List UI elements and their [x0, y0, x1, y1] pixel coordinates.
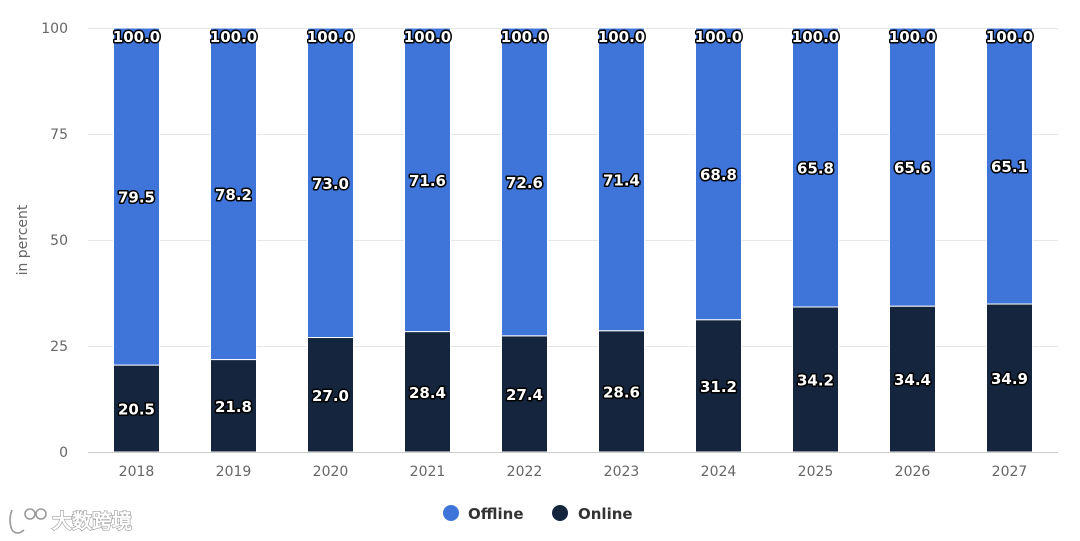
data-label-offline-2023: 71.4 — [603, 171, 640, 189]
y-tick-label-75: 75 — [50, 127, 68, 143]
data-label-online-2025: 34.2 — [797, 371, 834, 389]
legend-swatch-offline — [443, 505, 459, 521]
data-label-offline-2026: 65.6 — [894, 159, 931, 177]
data-label-total-2019: 100.0 — [210, 28, 257, 46]
x-tick-label-2019: 2019 — [216, 464, 252, 480]
data-label-offline-2027: 65.1 — [991, 158, 1028, 176]
bars — [113, 27, 1033, 453]
y-axis-ticks: 0 25 50 75 100 — [41, 21, 68, 461]
x-tick-label-2021: 2021 — [410, 464, 446, 480]
data-label-offline-2018: 79.5 — [118, 189, 155, 207]
data-label-offline-2024: 68.8 — [700, 166, 737, 184]
bar-online-2021[interactable] — [404, 331, 451, 453]
bar-offline-2025[interactable] — [792, 27, 839, 308]
x-tick-label-2025: 2025 — [798, 464, 834, 480]
data-label-online-2019: 21.8 — [215, 398, 252, 416]
y-tick-label-0: 0 — [59, 445, 68, 461]
bar-offline-2027[interactable] — [986, 27, 1033, 305]
bar-online-2026[interactable] — [889, 305, 936, 453]
watermark-text: 大数跨境 — [52, 509, 132, 533]
y-axis-title: in percent — [15, 204, 31, 275]
bar-offline-2022[interactable] — [501, 27, 548, 337]
bar-offline-2024[interactable] — [695, 27, 742, 321]
data-label-offline-2020: 73.0 — [312, 175, 349, 193]
y-tick-label-50: 50 — [50, 233, 68, 249]
data-label-online-2026: 34.4 — [894, 371, 931, 389]
data-label-total-2025: 100.0 — [792, 28, 839, 46]
bar-online-2023[interactable] — [598, 330, 645, 453]
x-tick-label-2022: 2022 — [507, 464, 543, 480]
data-label-offline-2019: 78.2 — [215, 186, 252, 204]
y-tick-label-100: 100 — [41, 21, 68, 37]
data-label-offline-2021: 71.6 — [409, 172, 446, 190]
data-label-total-2020: 100.0 — [307, 28, 354, 46]
bar-offline-2026[interactable] — [889, 27, 936, 307]
legend-label-offline: Offline — [468, 505, 524, 523]
data-label-total-2027: 100.0 — [986, 28, 1033, 46]
data-label-offline-2025: 65.8 — [797, 159, 834, 177]
bar-offline-2023[interactable] — [598, 27, 645, 332]
bar-online-2022[interactable] — [501, 335, 548, 453]
bar-online-2025[interactable] — [792, 306, 839, 453]
y-tick-label-25: 25 — [50, 339, 68, 355]
bar-offline-2019[interactable] — [210, 27, 257, 361]
data-label-total-2018: 100.0 — [113, 28, 160, 46]
x-tick-label-2024: 2024 — [701, 464, 737, 480]
bar-online-2020[interactable] — [307, 337, 354, 453]
bar-offline-2020[interactable] — [307, 27, 354, 339]
data-label-total-2021: 100.0 — [404, 28, 451, 46]
data-label-total-2026: 100.0 — [889, 28, 936, 46]
data-label-total-2023: 100.0 — [598, 28, 645, 46]
data-label-total-2024: 100.0 — [695, 28, 742, 46]
legend-item-online[interactable]: Online — [552, 505, 633, 523]
x-tick-label-2023: 2023 — [604, 464, 640, 480]
x-tick-label-2027: 2027 — [992, 464, 1028, 480]
bar-offline-2021[interactable] — [404, 27, 451, 333]
x-axis-ticks: 2018 2019 2020 2021 2022 2023 2024 2025 2026 2027 — [119, 464, 1028, 480]
bar-online-2027[interactable] — [986, 303, 1033, 453]
bar-online-2018[interactable] — [113, 364, 160, 453]
x-tick-label-2018: 2018 — [119, 464, 155, 480]
legend-swatch-online — [552, 505, 568, 521]
x-tick-label-2026: 2026 — [895, 464, 931, 480]
data-label-online-2027: 34.9 — [991, 370, 1028, 388]
bar-offline-2018[interactable] — [113, 27, 160, 366]
data-label-online-2024: 31.2 — [700, 378, 737, 396]
data-labels: 20.5 79.5 100.0 21.8 78.2 100.0 27.0 73.0 100.0 2… — [111, 27, 1034, 421]
data-label-online-2023: 28.6 — [603, 383, 640, 401]
x-tick-label-2020: 2020 — [313, 464, 349, 480]
watermark: 大数跨境 — [9, 508, 133, 534]
data-label-online-2022: 27.4 — [506, 386, 543, 404]
data-label-total-2022: 100.0 — [501, 28, 548, 46]
legend-label-online: Online — [578, 505, 633, 523]
data-label-online-2018: 20.5 — [118, 401, 155, 419]
data-label-offline-2022: 72.6 — [506, 174, 543, 192]
watermark-logo-icon — [9, 508, 47, 534]
data-label-online-2021: 28.4 — [409, 384, 446, 402]
data-label-online-2020: 27.0 — [312, 387, 349, 405]
legend: Offline Online — [443, 505, 633, 523]
legend-item-offline[interactable]: Offline — [443, 505, 524, 523]
